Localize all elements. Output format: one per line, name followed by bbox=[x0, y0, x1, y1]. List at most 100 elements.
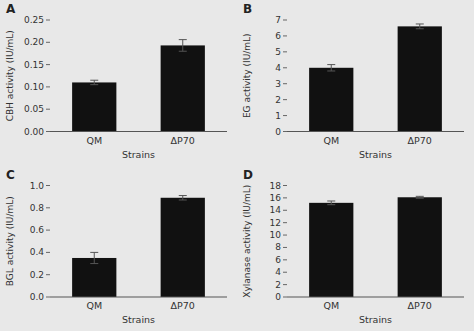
y-tick-label: 0.8 bbox=[30, 203, 45, 213]
x-axis-line bbox=[287, 297, 464, 298]
x-tick-label: ΔP70 bbox=[408, 135, 432, 146]
bar bbox=[398, 197, 442, 297]
bar bbox=[309, 203, 353, 297]
bar bbox=[398, 26, 442, 131]
error-cap bbox=[179, 199, 187, 200]
error-bar bbox=[327, 65, 335, 71]
x-tick-label: ΔP70 bbox=[408, 300, 432, 311]
y-tick bbox=[283, 67, 287, 68]
y-tick-label: 0.10 bbox=[24, 82, 44, 92]
error-bar bbox=[179, 40, 187, 52]
panel-label: C bbox=[6, 168, 15, 182]
y-tick bbox=[46, 207, 50, 208]
error-bar bbox=[90, 80, 98, 84]
marks bbox=[309, 24, 442, 132]
y-tick bbox=[283, 115, 287, 116]
y-tick-label: 12 bbox=[270, 218, 281, 228]
error-cap bbox=[416, 198, 424, 199]
error-stem bbox=[182, 196, 183, 200]
panel: DXylanase activity (IU/mL)02468101214161… bbox=[242, 168, 464, 326]
y-tick bbox=[46, 252, 50, 253]
x-tick-label: QM bbox=[86, 135, 102, 146]
y-tick-label: 3 bbox=[275, 79, 281, 89]
x-axis-line bbox=[50, 131, 227, 132]
y-tick-label: 0.2 bbox=[30, 270, 44, 280]
y-tick-label: 4 bbox=[275, 63, 281, 73]
error-bar bbox=[416, 24, 424, 29]
y-tick-label: 0.0 bbox=[30, 292, 45, 302]
y-tick-label: 0.4 bbox=[30, 247, 45, 257]
error-cap bbox=[179, 39, 187, 40]
y-tick bbox=[283, 235, 287, 236]
y-tick-label: 7 bbox=[275, 15, 281, 25]
error-cap bbox=[327, 200, 335, 201]
y-tick bbox=[283, 284, 287, 285]
y-tick-label: 0.05 bbox=[24, 104, 44, 114]
y-tick bbox=[283, 247, 287, 248]
panel-label: B bbox=[243, 2, 252, 16]
x-axis-label: Strains bbox=[122, 314, 155, 325]
x-axis-line bbox=[50, 297, 227, 298]
error-bar bbox=[416, 196, 424, 198]
y-tick bbox=[283, 210, 287, 211]
y-tick-label: 2 bbox=[275, 280, 281, 290]
error-cap bbox=[416, 196, 424, 197]
error-cap bbox=[327, 204, 335, 205]
y-tick bbox=[46, 64, 50, 65]
y-tick bbox=[46, 230, 50, 231]
y-tick-label: 16 bbox=[270, 193, 282, 203]
y-tick-label: 0.25 bbox=[24, 15, 44, 25]
y-axis-label: EG activity (IU/mL) bbox=[242, 33, 252, 118]
y-tick-label: 0 bbox=[275, 127, 281, 137]
error-cap bbox=[90, 252, 98, 253]
error-cap bbox=[179, 195, 187, 196]
x-tick-label: QM bbox=[323, 300, 339, 311]
y-tick bbox=[283, 272, 287, 273]
x-axis-label: Strains bbox=[122, 149, 155, 160]
y-tick bbox=[283, 259, 287, 260]
error-cap bbox=[90, 84, 98, 85]
y-tick-label: 10 bbox=[270, 230, 282, 240]
bar bbox=[161, 45, 205, 131]
error-bar bbox=[327, 201, 335, 205]
y-tick-label: 0.15 bbox=[24, 60, 44, 70]
x-tick-label: ΔP70 bbox=[171, 135, 195, 146]
panel: BEG activity (IU/mL)01234567QMΔP70Strain… bbox=[242, 2, 464, 160]
y-tick bbox=[283, 185, 287, 186]
marks bbox=[309, 196, 442, 297]
error-cap bbox=[90, 80, 98, 81]
y-axis-label: Xylanase activity (IU/mL) bbox=[242, 185, 252, 298]
y-tick-label: 14 bbox=[270, 205, 282, 215]
y-axis-label: BGL activity (IU/mL) bbox=[5, 196, 15, 286]
y-tick bbox=[283, 83, 287, 84]
y-tick bbox=[283, 222, 287, 223]
y-tick bbox=[283, 35, 287, 36]
marks bbox=[72, 40, 205, 132]
chart-root: ACBH activity (IU/mL)0.000.050.100.150.2… bbox=[0, 0, 474, 331]
error-stem bbox=[94, 80, 95, 84]
y-tick-label: 2 bbox=[275, 95, 281, 105]
y-tick bbox=[46, 42, 50, 43]
y-tick bbox=[283, 197, 287, 198]
y-tick bbox=[46, 20, 50, 21]
error-cap bbox=[179, 51, 187, 52]
bar bbox=[161, 198, 205, 297]
y-tick-label: 6 bbox=[275, 31, 281, 41]
error-cap bbox=[416, 28, 424, 29]
y-tick-label: 8 bbox=[275, 242, 281, 252]
y-tick bbox=[283, 20, 287, 21]
y-tick-label: 6 bbox=[275, 255, 281, 265]
error-cap bbox=[327, 64, 335, 65]
x-axis-line bbox=[287, 131, 464, 132]
y-tick-label: 1 bbox=[275, 111, 281, 121]
bar bbox=[309, 68, 353, 132]
y-tick-label: 0.00 bbox=[24, 127, 44, 137]
bar bbox=[72, 82, 116, 131]
x-tick-label: QM bbox=[323, 135, 339, 146]
y-tick bbox=[46, 185, 50, 186]
x-tick-label: QM bbox=[86, 300, 102, 311]
marks bbox=[72, 196, 205, 297]
panel-label: D bbox=[243, 168, 253, 182]
y-tick-label: 18 bbox=[270, 181, 282, 191]
panel: ACBH activity (IU/mL)0.000.050.100.150.2… bbox=[5, 2, 227, 160]
